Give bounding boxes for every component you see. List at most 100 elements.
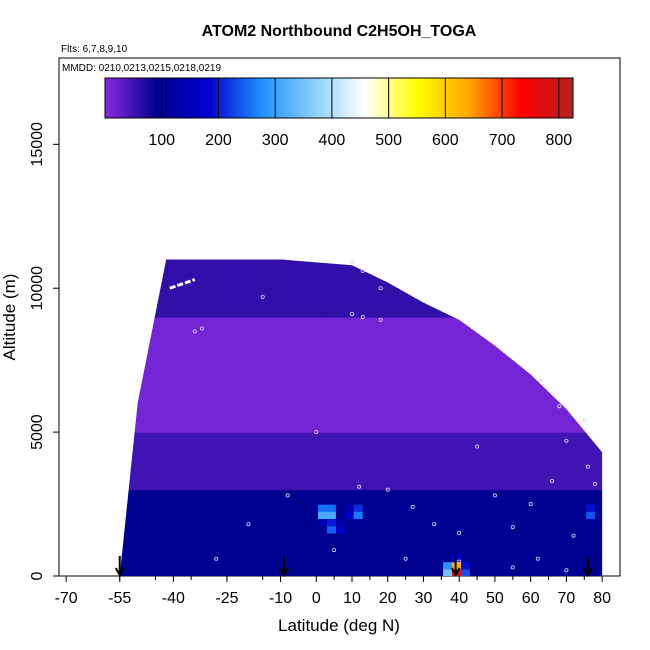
field-cell: [219, 281, 230, 289]
field-cell: [362, 468, 373, 476]
field-cell: [318, 302, 328, 311]
field-cell: [139, 554, 149, 563]
field-cell: [157, 374, 167, 383]
field-cell: [326, 381, 337, 390]
field-cell: [175, 482, 185, 491]
field-cell: [201, 424, 212, 433]
field-cell: [237, 317, 248, 325]
field-cell: [219, 259, 230, 261]
field-cell: [210, 568, 221, 576]
field-cell: [166, 338, 176, 347]
field-cell: [487, 460, 498, 469]
field-cell: [380, 532, 391, 541]
field-cell: [192, 489, 203, 498]
field-cell: [237, 309, 248, 318]
field-cell: [353, 410, 364, 419]
field-cell: [452, 504, 462, 512]
field-cell: [291, 324, 301, 332]
flight-track: [169, 278, 196, 290]
field-cell: [452, 540, 462, 548]
field-cell: [210, 381, 221, 390]
field-cell: [300, 396, 310, 404]
field-cell: [192, 396, 203, 404]
field-cell: [130, 446, 140, 455]
field-cell: [309, 281, 319, 289]
field-cell: [326, 424, 337, 433]
field-cell: [434, 410, 444, 419]
field-cell: [407, 403, 417, 412]
field-cell: [309, 468, 319, 476]
field-cell: [380, 388, 391, 397]
field-cell: [371, 511, 382, 520]
field-cell: [326, 532, 337, 541]
field-cell: [246, 453, 257, 462]
field-cell: [246, 568, 257, 576]
field-cell: [389, 547, 400, 556]
field-cell: [291, 367, 301, 376]
field-cell: [282, 568, 292, 576]
field-cell: [237, 439, 248, 448]
field-cell: [309, 511, 319, 520]
field-cell: [380, 352, 391, 361]
field-cell: [532, 424, 542, 433]
field-cell: [166, 288, 176, 297]
field-cell: [487, 381, 498, 390]
field-cell: [291, 352, 301, 361]
sample-point: [314, 430, 319, 435]
field-cell: [460, 504, 471, 512]
field-cell: [157, 511, 167, 520]
field-cell: [460, 568, 471, 576]
field-cell: [148, 468, 158, 476]
field-cell: [192, 496, 203, 505]
field-cell: [201, 453, 212, 462]
field-cell: [201, 403, 212, 412]
sample-point: [357, 484, 362, 489]
field-cell: [273, 317, 283, 325]
field-cell: [291, 396, 301, 404]
field-cell: [210, 302, 221, 311]
field-cell: [255, 417, 266, 426]
field-cell: [309, 554, 319, 563]
field-cell: [532, 410, 542, 419]
x-tick-label: 0: [312, 590, 321, 607]
field-cell: [335, 432, 346, 440]
field-cell: [166, 331, 176, 340]
field-cell: [166, 475, 176, 484]
field-cell: [452, 345, 462, 354]
field-cell: [326, 360, 337, 368]
field-cell: [201, 410, 212, 419]
field-cell: [130, 424, 140, 433]
field-cell: [452, 317, 462, 325]
field-cell: [416, 317, 426, 325]
field-cell: [550, 547, 560, 556]
sample-point: [199, 326, 204, 331]
field-cell: [291, 446, 301, 455]
field-cell: [210, 345, 221, 354]
field-cell: [184, 432, 194, 440]
field-cell: [505, 396, 516, 404]
field-cell: [380, 540, 391, 548]
field-cell: [237, 273, 248, 282]
field-cell: [559, 475, 569, 484]
field-cell: [407, 338, 417, 347]
field-cell: [157, 547, 167, 556]
field-cell: [291, 388, 301, 397]
field-cell: [264, 561, 274, 570]
field-cell: [514, 482, 525, 491]
field-cell: [478, 446, 489, 455]
field-cell: [166, 432, 176, 440]
field-cell: [246, 317, 257, 325]
field-cell: [219, 352, 230, 361]
field-cell: [478, 468, 489, 476]
field-cell: [175, 388, 185, 397]
field-cell: [416, 568, 426, 576]
field-cell: [389, 432, 400, 440]
field-cell: [407, 302, 417, 311]
field-cell: [201, 259, 212, 261]
field-cell: [550, 554, 560, 563]
field-cell: [282, 374, 292, 383]
field-cell: [398, 374, 408, 383]
field-cell: [300, 345, 310, 354]
field-cell: [407, 432, 417, 440]
field-cell: [514, 367, 525, 376]
